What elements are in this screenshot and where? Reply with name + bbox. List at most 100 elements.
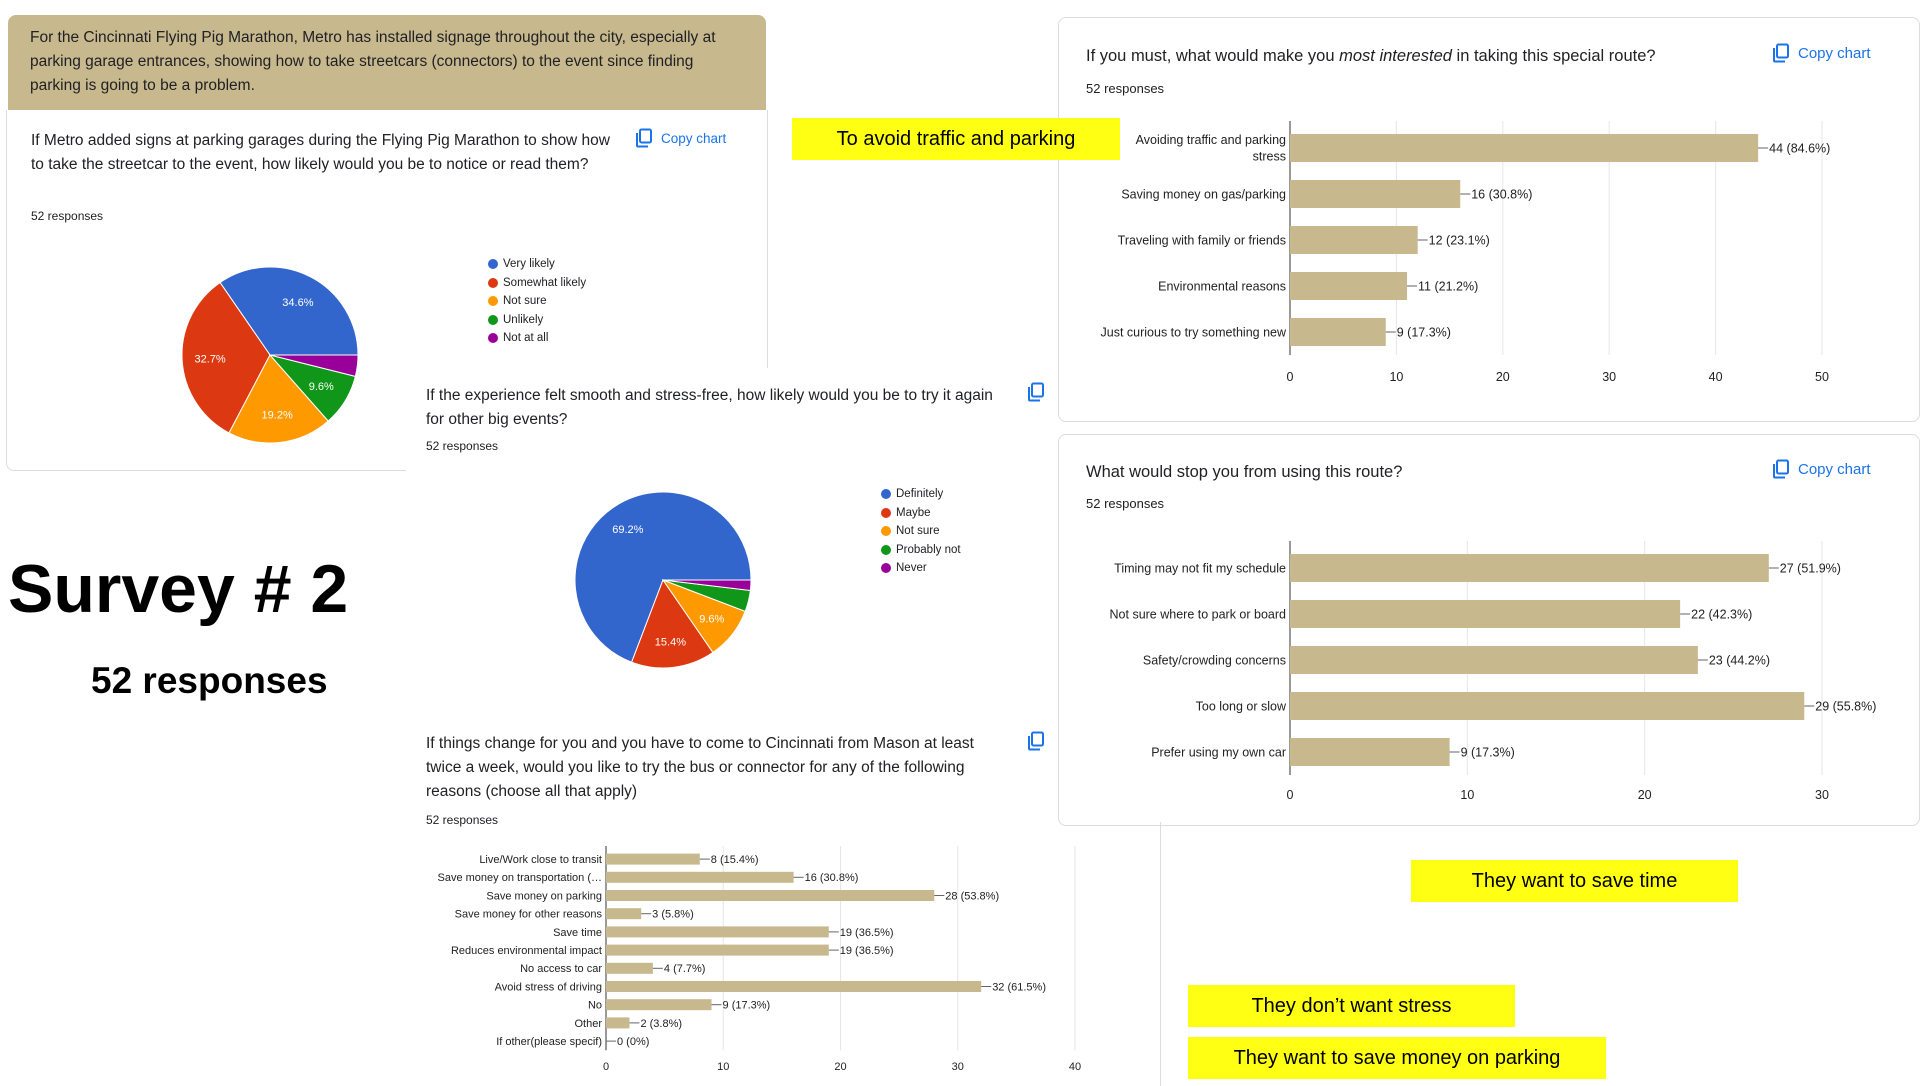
copy-chart-button[interactable]: Copy chart <box>1772 459 1871 479</box>
bar-value-label: 0 (0%) <box>617 1036 649 1048</box>
copy-chart-button[interactable]: Copy chart <box>1772 43 1871 63</box>
bar-value-label: 3 (5.8%) <box>652 909 694 921</box>
bar-value-label: 12 (23.1%) <box>1429 233 1490 247</box>
question-try-again: If the experience felt smooth and stress… <box>426 387 993 428</box>
category-label: Traveling with family or friends <box>1118 233 1286 247</box>
question-pre: If you must, what would make you <box>1086 47 1340 65</box>
copy-icon <box>636 128 652 148</box>
legend-item: Not sure <box>881 522 961 541</box>
card-most-interested <box>1058 17 1920 422</box>
bar-value-label: 32 (61.5%) <box>992 981 1046 993</box>
callout-money: They want to save money on parking <box>1188 1037 1606 1079</box>
axis-tick-label: 20 <box>1496 370 1510 384</box>
legend-label: Maybe <box>896 506 931 519</box>
bar-value-label: 23 (44.2%) <box>1709 653 1770 667</box>
copy-chart-label: Copy chart <box>661 130 727 146</box>
survey-responses: 52 responses <box>91 660 328 701</box>
bar <box>606 962 653 974</box>
legend-swatch <box>488 333 498 344</box>
bar-chart-most-interested: 0 10 20 30 40 50 44 (84.6%) Avoiding traffic an… <box>1101 121 1830 384</box>
legend-item: Somewhat likely <box>488 274 586 293</box>
responses-try-again: 52 responses <box>426 439 499 453</box>
category-label: Just curious to try something new <box>1101 325 1287 339</box>
bar-value-label: 16 (30.8%) <box>805 872 859 884</box>
pie-slice <box>630 578 714 669</box>
legend-swatch <box>881 507 891 518</box>
legend-label: Somewhat likely <box>503 276 587 289</box>
callout-traffic: To avoid traffic and parking <box>792 118 1120 160</box>
responses-notice-signs: 52 responses <box>31 209 104 223</box>
copy-chart-button[interactable]: Copy chart <box>635 128 726 148</box>
category-label: Saving money on gas/parking <box>1121 187 1286 201</box>
bar <box>606 1017 630 1029</box>
copy-chart-icon-button[interactable] <box>1027 731 1045 751</box>
axis-tick-label: 40 <box>1709 370 1723 384</box>
pie-value-label: 15.4% <box>655 637 686 649</box>
legend-swatch <box>881 489 891 500</box>
bar-value-label: 29 (55.8%) <box>1815 699 1876 713</box>
pie-slice <box>269 354 359 377</box>
copy-chart-label: Copy chart <box>1798 460 1871 478</box>
responses-mason-reasons: 52 responses <box>426 813 499 827</box>
category-label: Not sure where to park or board <box>1110 607 1287 621</box>
legend-label: Never <box>896 562 927 574</box>
pie-slice <box>662 579 752 592</box>
bar <box>1290 134 1759 162</box>
pie-slice <box>228 354 329 444</box>
bar <box>1290 646 1698 674</box>
bar-value-label: 44 (84.6%) <box>1769 141 1830 155</box>
bar <box>1290 692 1805 720</box>
question-most-interested: If you must, what would make you most in… <box>1086 44 1726 68</box>
question-post: in taking this special route? <box>1451 47 1656 65</box>
axis-tick-label: 40 <box>1069 1061 1081 1073</box>
axis-tick-label: 30 <box>1602 370 1616 384</box>
survey-title: Survey # 2 <box>8 551 349 627</box>
category-label: Environmental reasons <box>1158 279 1286 293</box>
bar <box>606 999 712 1011</box>
bar <box>1290 272 1408 300</box>
pie-chart-try-again: 69.2% 15.4% 9.6% <box>574 491 752 669</box>
axis-tick-label: 50 <box>1815 370 1829 384</box>
bar <box>606 926 829 938</box>
bar <box>1290 180 1461 208</box>
bar-value-label: 28 (53.8%) <box>945 890 999 902</box>
bar-value-label: 19 (36.5%) <box>840 945 894 957</box>
pie-chart-notice-signs: 34.6% 32.7% 19.2% 9.6% <box>181 266 359 444</box>
bar-value-label: 8 (15.4%) <box>711 854 759 866</box>
legend-try-again: Definitely Maybe Not sure Probably not Never <box>881 485 961 578</box>
copy-chart-icon-button[interactable] <box>1027 382 1045 402</box>
axis-tick-label: 10 <box>1460 788 1474 800</box>
question-emphasis: most interested <box>1339 47 1452 65</box>
category-label: Save time <box>553 927 602 939</box>
bar-value-label: 9 (17.3%) <box>1461 745 1515 759</box>
bar <box>1290 318 1386 346</box>
pie-slice <box>181 281 271 434</box>
category-label: Save money for other reasons <box>455 909 603 921</box>
legend-swatch <box>881 526 891 537</box>
category-label: Avoiding traffic and parking <box>1136 133 1286 147</box>
pie-value-label: 32.7% <box>195 354 226 366</box>
legend-item: Never <box>881 559 961 578</box>
bar-value-label: 11 (21.2%) <box>1418 279 1478 293</box>
legend-item: Maybe <box>881 504 961 523</box>
copy-chart-label: Copy chart <box>1798 44 1871 62</box>
category-label: Other <box>574 1018 602 1030</box>
bar <box>606 853 700 865</box>
axis-tick-label: 30 <box>1815 788 1829 800</box>
bar <box>1290 226 1418 254</box>
legend-label: Definitely <box>896 488 944 500</box>
category-label: Too long or slow <box>1196 699 1287 713</box>
category-label: If other(please specif) <box>496 1036 602 1048</box>
bar-value-label: 19 (36.5%) <box>840 927 894 939</box>
bar <box>606 871 794 883</box>
responses-stop-using: 52 responses <box>1086 496 1165 511</box>
bar <box>606 944 829 956</box>
legend-label: Unlikely <box>503 313 544 326</box>
bar <box>1290 554 1769 582</box>
legend-label: Probably not <box>896 543 961 556</box>
bar-value-label: 27 (51.9%) <box>1780 561 1841 575</box>
category-label: Avoid stress of driving <box>495 981 602 993</box>
legend-swatch <box>488 259 498 270</box>
legend-item: Definitely <box>881 485 961 504</box>
category-label: Save money on transportation (… <box>438 872 602 884</box>
